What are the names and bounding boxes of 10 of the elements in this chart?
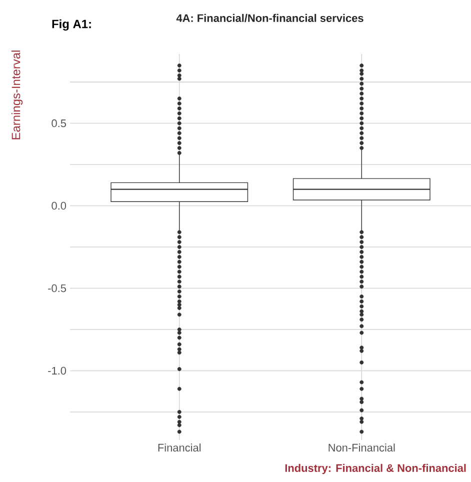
x-axis-title: Industry: Financial & Non-financial xyxy=(285,464,466,474)
x-tick-label: Financial xyxy=(158,444,201,452)
caption: Fig A1: xyxy=(52,19,91,31)
y-axis-title: Earnings-Interval xyxy=(11,50,23,140)
y-tick-label: 0.0 xyxy=(52,202,66,210)
chart-title: 4A: Financial/Non-financial services xyxy=(176,14,364,22)
y-tick-label: -0.5 xyxy=(48,284,66,292)
y-tick-label: 0.5 xyxy=(52,119,66,128)
x-tick-label: Non-Financial xyxy=(328,444,395,452)
y-tick-label: -1.0 xyxy=(48,366,66,375)
